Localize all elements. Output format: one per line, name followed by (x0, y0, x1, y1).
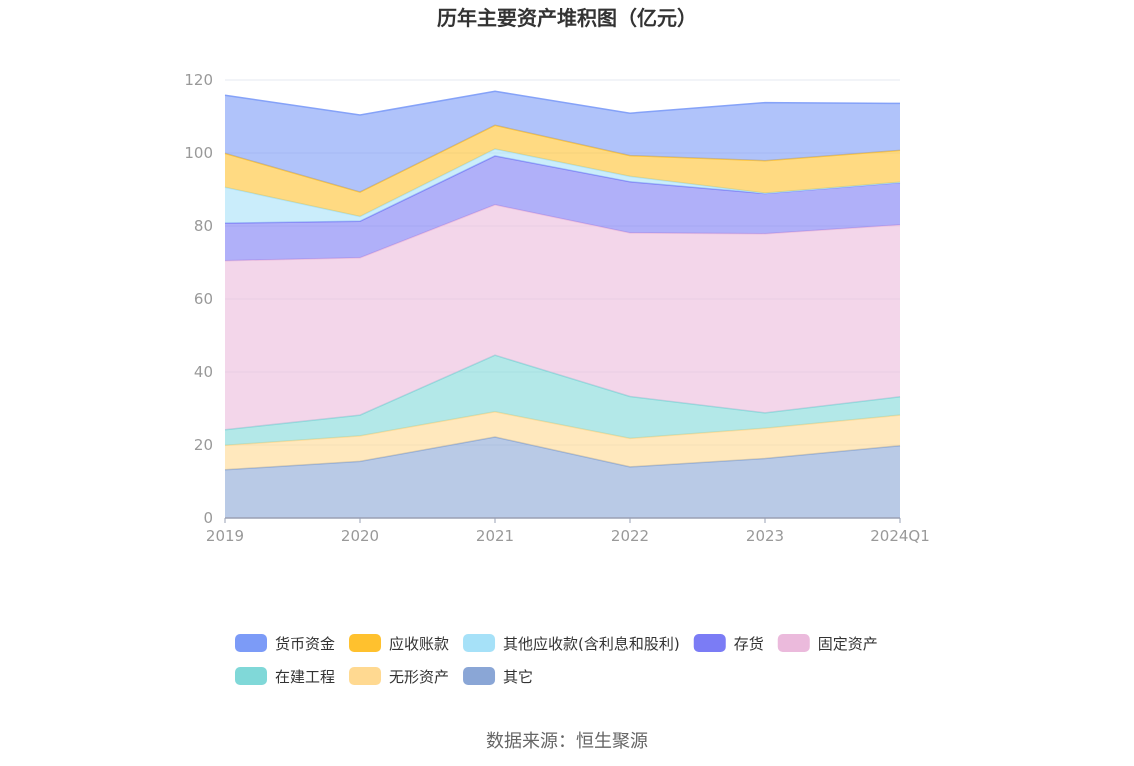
legend-label: 其他应收款(含利息和股利) (503, 635, 680, 653)
y-tick-label: 20 (194, 436, 213, 454)
y-tick-label: 100 (184, 144, 213, 162)
legend-swatch (777, 634, 810, 652)
x-tick-label: 2022 (611, 527, 649, 545)
area-固定资产[interactable] (225, 204, 900, 430)
legend-item[interactable]: 无形资产 (349, 667, 449, 686)
legend-label: 应收账款 (389, 635, 449, 653)
y-tick-label: 120 (184, 71, 213, 89)
legend-item[interactable]: 应收账款 (349, 634, 449, 653)
y-tick-label: 40 (194, 363, 213, 381)
area-其它[interactable] (225, 437, 900, 518)
data-source: 数据来源：恒生聚源 (486, 731, 648, 752)
line-货币资金 (224, 90, 901, 116)
legend-swatch (349, 634, 382, 652)
legend-label: 固定资产 (818, 635, 878, 653)
legend-item[interactable]: 其它 (463, 667, 533, 686)
legend-swatch (235, 634, 267, 652)
legend-item[interactable]: 存货 (693, 634, 764, 653)
area-其他应收款(含利息和股利)[interactable] (225, 149, 900, 224)
chart-title: 历年主要资产堆积图（亿元） (437, 6, 697, 30)
y-tick-label: 0 (203, 509, 213, 527)
x-tick-label: 2020 (341, 527, 379, 545)
area-应收账款[interactable] (225, 125, 900, 217)
legend-label: 存货 (734, 635, 764, 653)
legend-item[interactable]: 固定资产 (777, 634, 878, 653)
legend-swatch (235, 667, 267, 685)
x-tick-label: 2019 (206, 527, 244, 545)
legend-swatch (349, 667, 382, 685)
legend-item[interactable]: 其他应收款(含利息和股利) (463, 634, 680, 653)
legend-label: 其它 (503, 668, 533, 686)
legend-swatch (463, 667, 496, 685)
area-存货[interactable] (225, 155, 900, 261)
x-tick-label: 2021 (476, 527, 514, 545)
legend-item[interactable]: 货币资金 (235, 634, 335, 653)
legend-label: 在建工程 (275, 668, 335, 686)
legend-swatch (463, 634, 496, 652)
area-series (224, 90, 901, 518)
area-货币资金[interactable] (225, 91, 900, 193)
y-tick-label: 60 (194, 290, 213, 308)
legend-item[interactable]: 在建工程 (235, 667, 335, 686)
y-tick-label: 80 (194, 217, 213, 235)
area-在建工程[interactable] (225, 355, 900, 446)
x-tick-label: 2023 (746, 527, 784, 545)
legend-label: 货币资金 (275, 635, 335, 653)
legend-swatch (693, 634, 726, 652)
axes: 0 20 40 60 80 100 120 2019 2020 2021 2022 2023 2024Q… (184, 71, 929, 545)
legend-label: 无形资产 (389, 668, 449, 686)
area-无形资产[interactable] (225, 411, 900, 470)
x-tick-label: 2024Q1 (870, 527, 930, 545)
